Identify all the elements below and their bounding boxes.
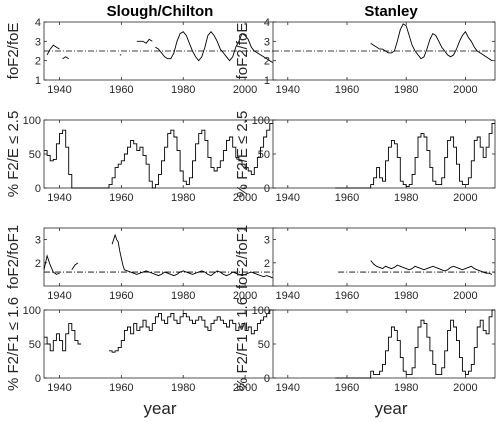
x-tick-label: 2000 bbox=[233, 382, 257, 394]
y-axis-label-fof2-fof1-stanley: foF2/foF1 bbox=[234, 225, 251, 289]
plot-frame-fof2-fof1-stanley bbox=[272, 227, 496, 287]
series-line-pct-f2e-slough-0 bbox=[44, 119, 276, 189]
x-tick-label: 2000 bbox=[453, 84, 477, 96]
y-tick-label: 100 bbox=[252, 305, 270, 317]
series-line-pct-f2f1-slough-0 bbox=[44, 323, 82, 352]
x-tick-label: 1940 bbox=[47, 192, 71, 204]
x-tick-label: 1960 bbox=[109, 382, 133, 394]
x-tick-label: 1940 bbox=[47, 290, 71, 302]
y-tick-label: 50 bbox=[29, 339, 41, 351]
y-tick-label: 0 bbox=[264, 183, 270, 195]
x-tick-label: 1940 bbox=[276, 382, 300, 394]
y-axis-label-fof2-fof1-slough: foF2/foF1 bbox=[5, 225, 22, 289]
y-tick-label: 2 bbox=[264, 56, 270, 68]
y-axis-label-pct-f2f1-slough: % F2/F1 ≤ 1.6 bbox=[5, 297, 22, 391]
x-tick-label: 2000 bbox=[233, 290, 257, 302]
y-axis-label-pct-f2f1-stanley: % F2/F1 ≤ 1.6 bbox=[234, 297, 251, 391]
y-tick-label: 2 bbox=[35, 258, 41, 270]
series-line-fof2-fof1-slough-2 bbox=[111, 233, 274, 279]
y-axis-label-pct-f2e-slough: % F2/E ≤ 2.5 bbox=[5, 111, 22, 198]
plot-frame-pct-f2e-slough bbox=[43, 119, 277, 189]
x-tick-label: 1960 bbox=[335, 192, 359, 204]
x-tick-label: 1980 bbox=[394, 84, 418, 96]
x-tick-label: 1960 bbox=[335, 382, 359, 394]
x-tick-label: 1940 bbox=[276, 290, 300, 302]
x-tick-label: 1940 bbox=[47, 84, 71, 96]
column-title-slough: Slough/Chilton bbox=[107, 3, 214, 20]
series-line-fof2-foe-slough-3 bbox=[136, 38, 153, 44]
plot-frame-pct-f2f1-slough bbox=[43, 309, 277, 379]
series-line-fof2-foe-slough-1 bbox=[62, 56, 69, 60]
panel-fof2-fof1-slough: 1940 1960 1980 2000 2 3 foF2/foF1 bbox=[5, 225, 277, 302]
x-tick-label: 1960 bbox=[335, 84, 359, 96]
x-axis-label-right: year bbox=[374, 399, 407, 418]
x-tick-label: 1980 bbox=[171, 84, 195, 96]
x-axis-label-left: year bbox=[143, 399, 176, 418]
series-line-fof2-fof1-slough-0 bbox=[43, 254, 60, 275]
x-tick-label: 1980 bbox=[394, 192, 418, 204]
series-line-fof2-foe-stanley-0 bbox=[370, 23, 493, 62]
series-line-fof2-fof1-stanley-0 bbox=[370, 260, 493, 275]
y-tick-label: 2 bbox=[35, 56, 41, 68]
x-tick-label: 1980 bbox=[394, 382, 418, 394]
x-tick-label: 2000 bbox=[453, 382, 477, 394]
series-line-fof2-foe-slough-0 bbox=[46, 44, 60, 56]
series-line-pct-f2e-stanley-0 bbox=[335, 122, 495, 189]
x-tick-label: 1960 bbox=[109, 84, 133, 96]
y-tick-label: 2 bbox=[264, 258, 270, 270]
series-line-pct-f2f1-stanley-0 bbox=[335, 309, 495, 379]
column-title-stanley: Stanley bbox=[364, 3, 418, 20]
y-tick-label: 3 bbox=[35, 36, 41, 48]
series-line-pct-f2f1-slough-1 bbox=[109, 309, 276, 353]
y-tick-label: 0 bbox=[35, 373, 41, 385]
y-tick-label: 0 bbox=[35, 183, 41, 195]
y-tick-label: 4 bbox=[264, 17, 270, 29]
x-tick-label: 1960 bbox=[109, 192, 133, 204]
x-tick-label: 1960 bbox=[335, 290, 359, 302]
y-tick-label: 50 bbox=[258, 339, 270, 351]
plot-frame-pct-f2f1-stanley bbox=[272, 309, 496, 379]
panel-pct-f2e-stanley: 1940 1960 1980 2000 0 50 100% F2/E ≤ 2.5 bbox=[234, 111, 496, 204]
y-tick-label: 50 bbox=[29, 149, 41, 161]
x-tick-label: 1960 bbox=[109, 290, 133, 302]
plot-frame-pct-f2e-stanley bbox=[272, 119, 496, 189]
plot-frame-fof2-fof1-slough bbox=[43, 227, 277, 287]
y-tick-label: 50 bbox=[258, 149, 270, 161]
x-tick-label: 2000 bbox=[233, 84, 257, 96]
y-tick-label: 1 bbox=[35, 75, 41, 87]
x-tick-label: 1980 bbox=[171, 290, 195, 302]
series-line-fof2-fof1-slough-1 bbox=[71, 262, 79, 271]
x-tick-label: 2000 bbox=[453, 290, 477, 302]
y-axis-label-fof2-foe-slough: foF2/foE bbox=[5, 23, 22, 80]
panel-fof2-foe-stanley: 1940 1960 1980 2000 1 2 3 4 foF2/foE bbox=[234, 17, 496, 96]
x-tick-label: 2000 bbox=[233, 192, 257, 204]
x-tick-label: 1940 bbox=[47, 382, 71, 394]
y-tick-label: 100 bbox=[23, 115, 41, 127]
panel-fof2-foe-slough: 1940 1960 1980 2000 1 2 3 4 foF2/foE bbox=[5, 17, 277, 96]
panel-fof2-fof1-stanley: 1940 1960 1980 2000 2 3 foF2/foF1 bbox=[234, 225, 496, 302]
y-tick-label: 0 bbox=[264, 373, 270, 385]
y-tick-label: 100 bbox=[23, 305, 41, 317]
x-tick-label: 1940 bbox=[276, 192, 300, 204]
y-tick-label: 100 bbox=[252, 115, 270, 127]
x-tick-label: 1980 bbox=[171, 192, 195, 204]
x-tick-label: 2000 bbox=[453, 192, 477, 204]
y-tick-label: 4 bbox=[35, 17, 41, 29]
y-axis-label-fof2-foe-stanley: foF2/foE bbox=[234, 23, 251, 80]
y-tick-label: 3 bbox=[264, 36, 270, 48]
x-tick-label: 1980 bbox=[171, 382, 195, 394]
y-tick-label: 1 bbox=[264, 75, 270, 87]
y-tick-label: 3 bbox=[264, 235, 270, 247]
series-line-fof2-foe-slough-4 bbox=[155, 30, 274, 63]
x-tick-label: 1940 bbox=[276, 84, 300, 96]
panel-pct-f2f1-stanley: 1940 1960 1980 2000 0 50 100% F2/F1 ≤ 1.6 bbox=[234, 297, 496, 394]
x-tick-label: 1980 bbox=[394, 290, 418, 302]
y-axis-label-pct-f2e-stanley: % F2/E ≤ 2.5 bbox=[234, 111, 251, 198]
y-tick-label: 3 bbox=[35, 235, 41, 247]
